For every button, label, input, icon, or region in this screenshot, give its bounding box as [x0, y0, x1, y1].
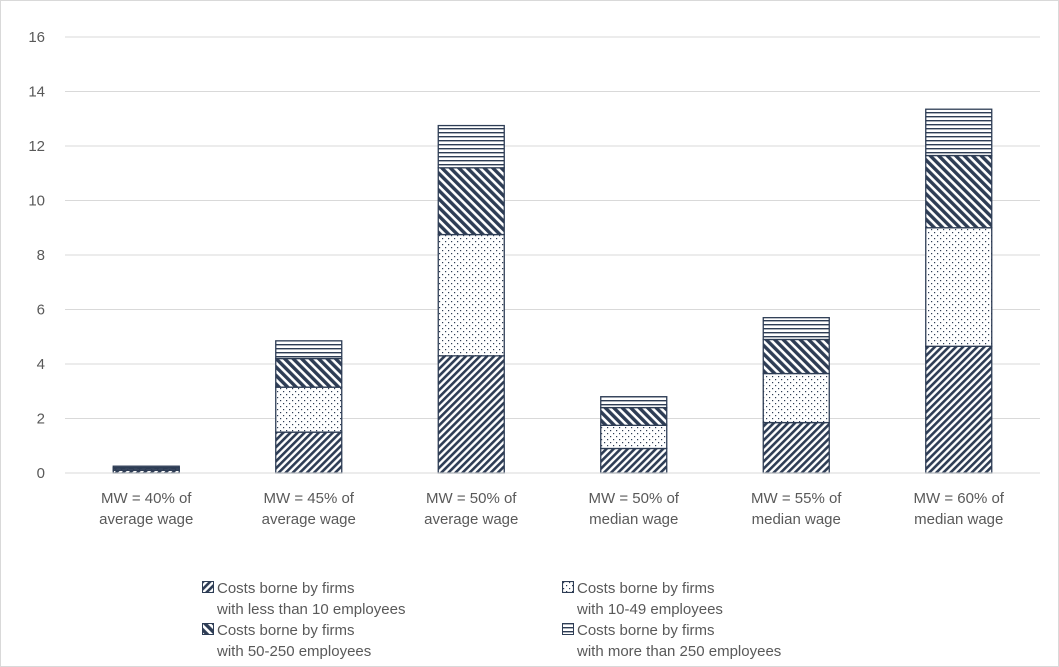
- bar-segment: [762, 421, 830, 474]
- y-tick-label: 16: [28, 29, 45, 46]
- y-tick-label: 6: [37, 302, 45, 319]
- bar-segment: [600, 424, 668, 450]
- y-tick-label: 14: [28, 84, 45, 101]
- legend-item-50-250-firms: Costs borne by firms with 50-250 employe…: [202, 620, 371, 662]
- bar-segment: [275, 340, 343, 360]
- legend-swatch-dots: [562, 581, 574, 593]
- legend-swatch-horizontal: [562, 623, 574, 635]
- bar-segment: [762, 372, 830, 424]
- bar-segment: [437, 167, 505, 236]
- legend: Costs borne by firms with less than 10 e…: [200, 578, 920, 662]
- bar-segment: [437, 355, 505, 474]
- y-tick-label: 2: [37, 411, 45, 428]
- y-axis: 0 2 4 6 8 10 12 14 16: [28, 29, 45, 482]
- bar-segment: [600, 406, 668, 426]
- bar-segment: [600, 396, 668, 409]
- y-tick-label: 0: [37, 465, 45, 482]
- bar-segment: [437, 233, 505, 357]
- y-tick-label: 12: [28, 138, 45, 155]
- legend-swatch-diagonal-dense: [202, 581, 214, 593]
- x-tick-label: MW = 40% of average wage: [99, 490, 193, 528]
- legend-label: Costs borne by firms with 50-250 employe…: [217, 622, 372, 660]
- legend-swatch-diagonal-wide: [202, 623, 214, 635]
- bar-segment: [925, 345, 993, 474]
- bar-segment: [600, 447, 668, 474]
- x-tick-label: MW = 50% of average wage: [424, 490, 518, 528]
- x-tick-label: MW = 45% of average wage: [262, 490, 356, 528]
- legend-item-small-firms: Costs borne by firms with less than 10 e…: [202, 578, 405, 620]
- bars: [112, 108, 993, 474]
- bar-segment: [925, 227, 993, 347]
- bar-segment: [925, 154, 993, 229]
- bar-segment: [112, 465, 180, 469]
- bar-segment: [762, 317, 830, 341]
- gridlines: [65, 36, 1040, 419]
- bar-segment: [275, 431, 343, 474]
- bar-segment: [437, 124, 505, 169]
- x-tick-label: MW = 55% of median wage: [751, 490, 842, 528]
- y-tick-label: 8: [37, 247, 45, 264]
- legend-label: Costs borne by firms with less than 10 e…: [217, 580, 406, 618]
- x-tick-label: MW = 50% of median wage: [589, 490, 680, 528]
- bar-segment: [925, 108, 993, 157]
- legend-label: Costs borne by firms with 10-49 employee…: [577, 580, 723, 618]
- legend-label: Costs borne by firms with more than 250 …: [577, 622, 782, 660]
- bar-segment: [762, 338, 830, 375]
- y-tick-label: 4: [37, 356, 45, 373]
- legend-item-large-firms: Costs borne by firms with more than 250 …: [562, 620, 781, 662]
- legend-item-10-49-firms: Costs borne by firms with 10-49 employee…: [562, 578, 723, 620]
- x-tick-label: MW = 60% of median wage: [914, 490, 1005, 528]
- x-axis: MW = 40% of average wage MW = 45% of averag…: [65, 472, 1040, 528]
- bar-segment: [275, 357, 343, 388]
- bar-segment: [275, 386, 343, 433]
- y-tick-label: 10: [28, 193, 45, 210]
